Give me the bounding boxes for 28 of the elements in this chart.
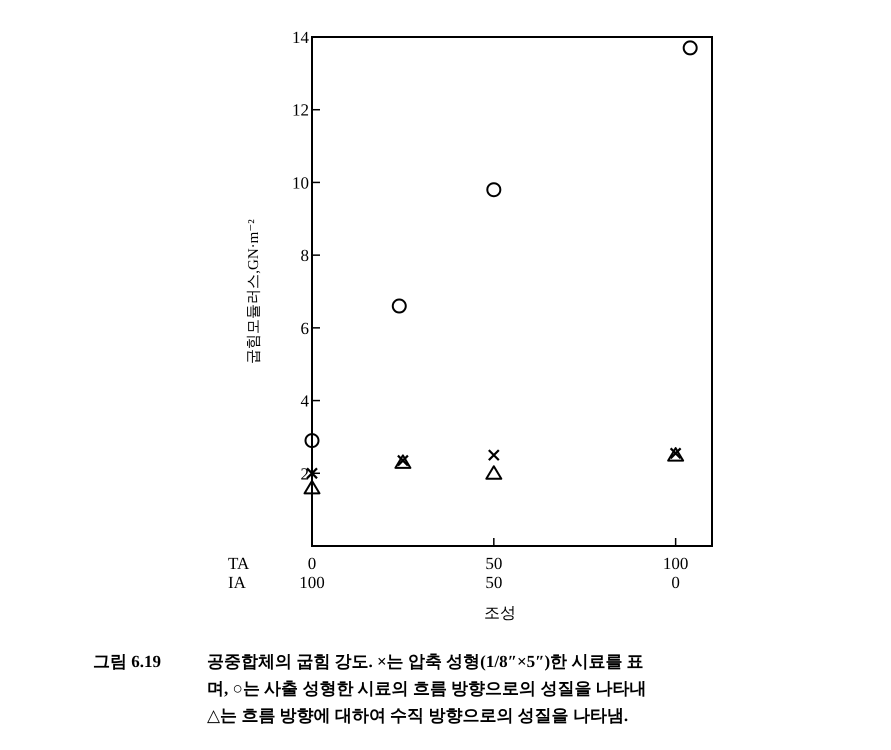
x-tick-label: 50 [485, 554, 502, 573]
y-tick-label: 10 [292, 173, 309, 192]
y-tick-label: 12 [292, 100, 309, 120]
point [682, 40, 698, 56]
point [304, 480, 320, 494]
text: TA [228, 554, 250, 573]
x-tick-label: 100 [662, 554, 688, 573]
point [485, 465, 502, 480]
text: 50 [485, 573, 502, 592]
y-tick-label: 4 [300, 392, 310, 411]
y-axis-title: 굽힘모듈러스,GN·m⁻² [246, 218, 262, 364]
point [486, 182, 502, 198]
x-axis-title: 조성 [484, 605, 516, 622]
point [304, 433, 320, 448]
text: 100 [299, 573, 325, 592]
y-tick-label: 8 [300, 246, 309, 266]
x-tick-label: 0 [308, 554, 316, 573]
y-tick-label: 6 [300, 318, 309, 338]
y-tick-label: 2 [300, 464, 309, 484]
text: △는 흐름 방향에 대하여 수직 방향으로의 성질을 나타냄. [207, 706, 628, 725]
caption: 그림 6.19 [93, 652, 161, 671]
text: IA [228, 573, 247, 592]
y-tick-label: 14 [292, 28, 310, 47]
point [488, 449, 500, 462]
text: 공중합체의 굽힘 강도. ×는 압축 성형(1/8″×5″)한 시료를 표 [207, 652, 644, 671]
point [392, 298, 407, 314]
text: 0 [671, 573, 680, 592]
text: 며, ○는 사출 성형한 시료의 흐름 방향으로의 성질을 나타내 [207, 679, 647, 698]
